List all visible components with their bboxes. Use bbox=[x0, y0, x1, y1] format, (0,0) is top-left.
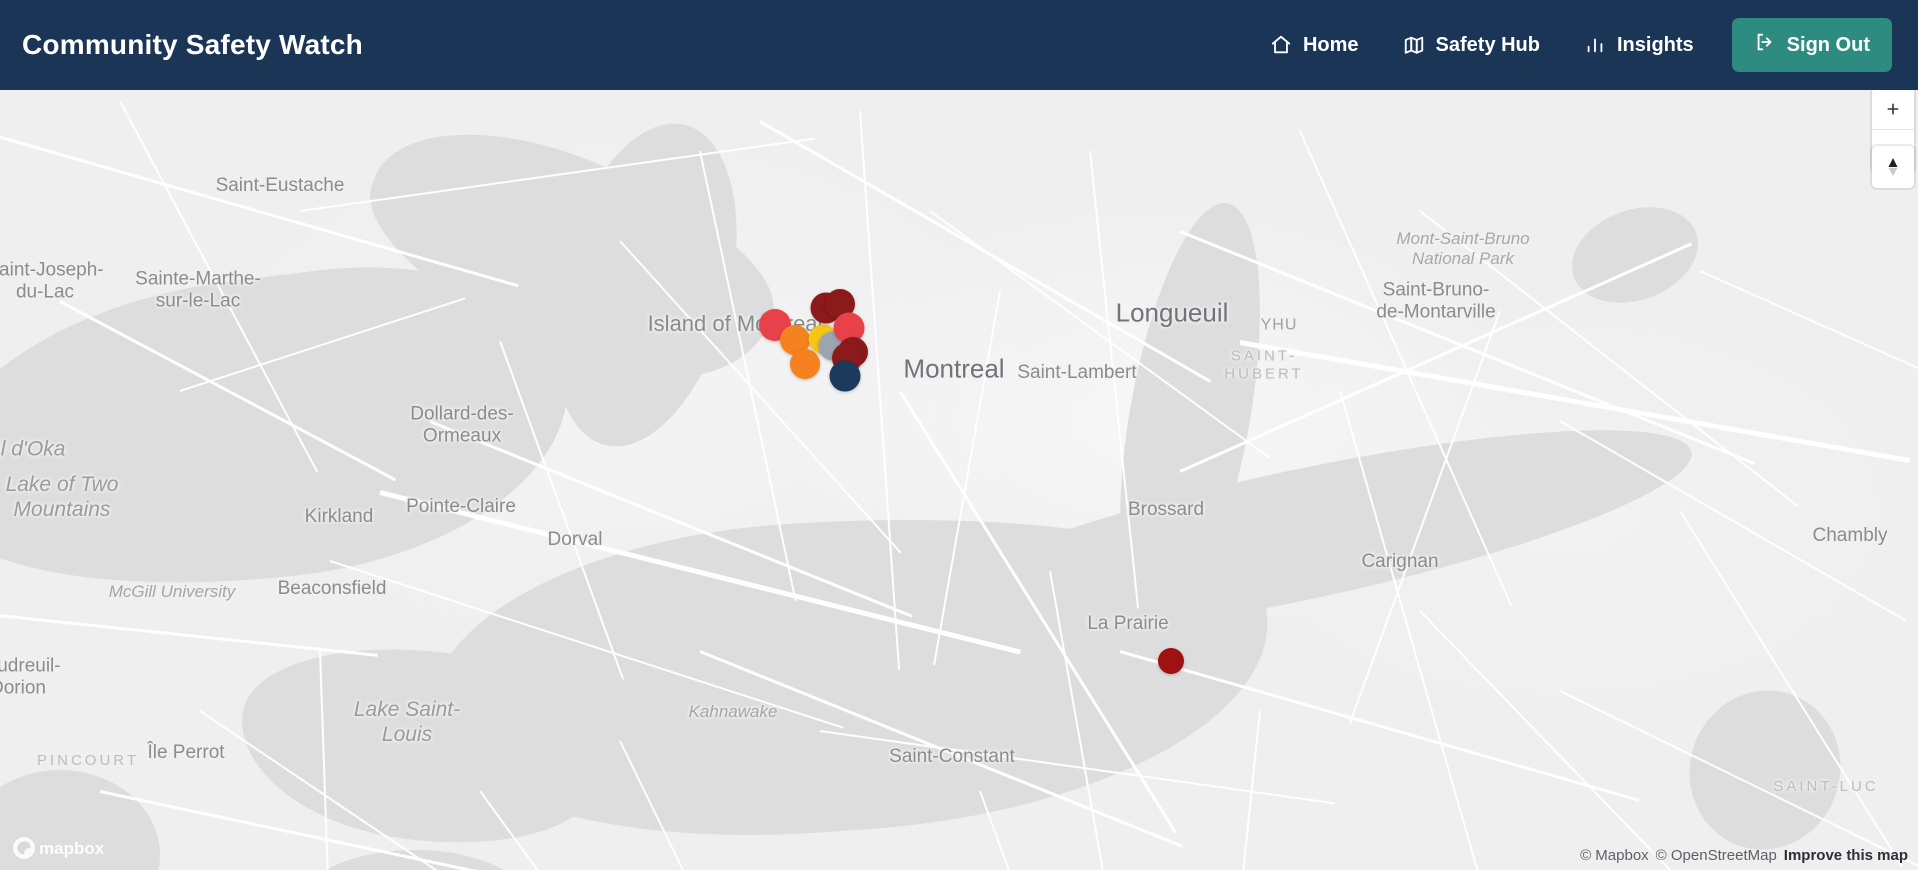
bar-chart-icon bbox=[1584, 34, 1606, 56]
nav-item-home[interactable]: Home bbox=[1248, 24, 1381, 67]
nav-item-insights[interactable]: Insights bbox=[1562, 24, 1716, 67]
nav-label-insights: Insights bbox=[1617, 33, 1694, 56]
sign-out-button[interactable]: Sign Out bbox=[1731, 18, 1892, 72]
svg-text:mapbox: mapbox bbox=[39, 839, 105, 858]
incident-marker[interactable] bbox=[829, 360, 861, 392]
nav-item-safety-hub[interactable]: Safety Hub bbox=[1381, 24, 1562, 67]
logout-icon bbox=[1754, 31, 1776, 59]
nav-links: Home Safety Hub Insights bbox=[1248, 18, 1892, 72]
mapbox-logo[interactable]: mapbox bbox=[12, 836, 116, 860]
map-attribution: © Mapbox © OpenStreetMap Improve this ma… bbox=[1580, 847, 1908, 864]
page-title: Community Safety Watch bbox=[22, 29, 363, 60]
incident-marker[interactable] bbox=[1158, 648, 1184, 674]
attribution-improve-this-map[interactable]: Improve this map bbox=[1783, 847, 1908, 864]
incident-marker[interactable] bbox=[790, 349, 820, 379]
top-navbar: Community Safety Watch Home Safety Hub bbox=[0, 0, 1918, 90]
attribution-mapbox[interactable]: © Mapbox bbox=[1580, 847, 1649, 864]
map-compass-control[interactable] bbox=[1872, 146, 1914, 188]
nav-label-safety-hub: Safety Hub bbox=[1435, 33, 1540, 56]
zoom-in-button[interactable] bbox=[1872, 90, 1914, 130]
home-icon bbox=[1270, 34, 1292, 56]
attribution-openstreetmap[interactable]: © OpenStreetMap bbox=[1655, 847, 1777, 864]
nav-label-home: Home bbox=[1302, 33, 1359, 56]
sign-out-label: Sign Out bbox=[1786, 33, 1870, 56]
map-icon bbox=[1403, 34, 1425, 56]
incident-map[interactable]: Saint-EustacheSaint-Joseph- du-LacSainte… bbox=[0, 90, 1918, 870]
compass-icon[interactable] bbox=[1872, 146, 1914, 188]
